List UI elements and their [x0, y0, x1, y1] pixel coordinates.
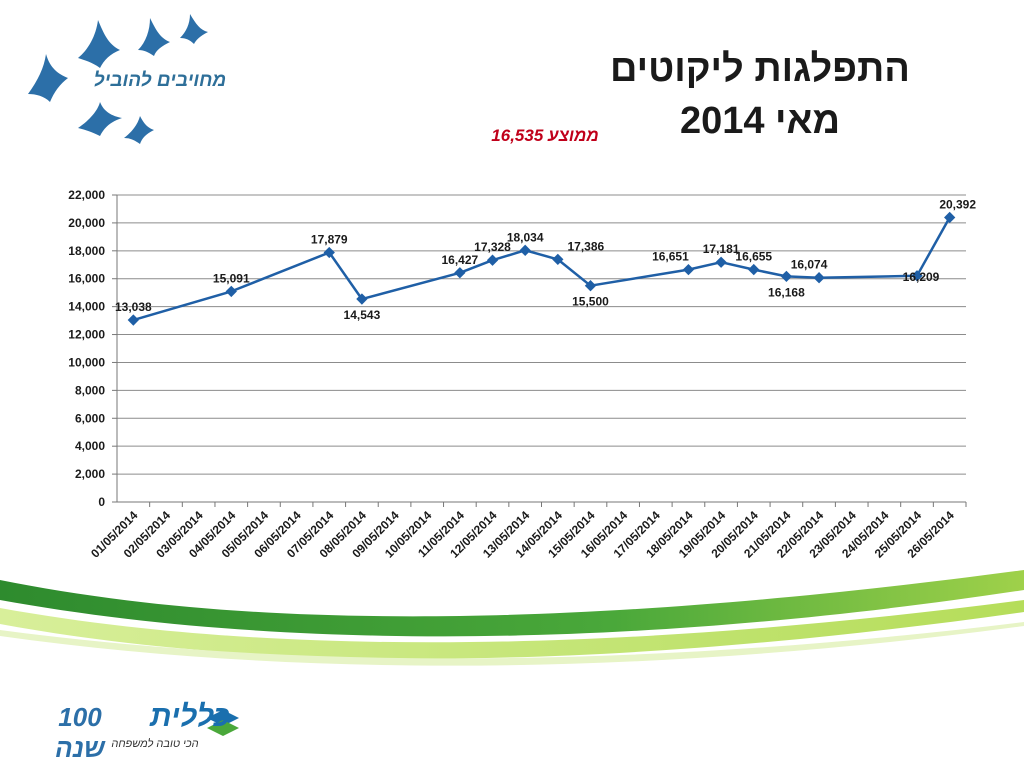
- data-label: 16,074: [791, 258, 828, 272]
- data-point: [715, 256, 727, 268]
- data-point: [682, 263, 695, 276]
- data-label: 17,386: [567, 239, 604, 253]
- y-tick-label: 4,000: [75, 439, 105, 453]
- y-tick-label: 10,000: [68, 355, 105, 369]
- footer-brand: כללית: [150, 700, 230, 733]
- data-point: [748, 263, 760, 276]
- data-point: [944, 211, 956, 224]
- data-point: [813, 272, 825, 284]
- y-tick-label: 16,000: [68, 272, 105, 286]
- grid-layer: [112, 194, 967, 507]
- y-tick-label: 22,000: [68, 188, 105, 202]
- y-tick-label: 14,000: [68, 300, 105, 314]
- data-label: 15,091: [213, 271, 250, 285]
- y-tick-label: 20,000: [68, 216, 105, 230]
- data-point: [486, 254, 499, 266]
- y-tick-label: 12,000: [68, 328, 105, 342]
- bird-icon: [78, 102, 122, 136]
- bird-icon: [28, 54, 68, 102]
- y-tick-label: 6,000: [75, 411, 105, 425]
- logo-slogan: מחויבים להוביל: [93, 70, 227, 91]
- data-point: [127, 314, 139, 326]
- y-tick-label: 2,000: [75, 467, 105, 481]
- clalit-logo-icon: [207, 710, 239, 736]
- data-points: [127, 211, 956, 326]
- data-label: 17,181: [703, 242, 740, 256]
- line-chart: 0 2,000 4,000 6,000 8,000 10,000 12,000 14,000 1…: [68, 188, 976, 561]
- green-swoosh-decoration: [0, 570, 1024, 666]
- bird-icon: [124, 116, 154, 144]
- average-label: ממוצע 16,535: [491, 126, 599, 145]
- bird-icon: [180, 14, 208, 44]
- data-label: 15,500: [572, 295, 609, 309]
- data-label: 16,655: [735, 250, 772, 264]
- data-point: [454, 267, 466, 279]
- data-point: [780, 270, 793, 283]
- data-label: 17,328: [474, 240, 511, 254]
- data-point: [552, 253, 564, 266]
- page-title: התפלגות ליקוטים: [610, 48, 910, 90]
- bird-icon: [78, 20, 120, 68]
- data-label: 14,543: [344, 308, 381, 322]
- data-label: 18,034: [507, 230, 544, 244]
- data-point: [225, 285, 237, 298]
- data-point: [911, 270, 923, 282]
- bird-icon: [138, 18, 170, 56]
- data-point: [584, 280, 597, 292]
- y-axis-ticks: 0 2,000 4,000 6,000 8,000 10,000 12,000 14,000 1…: [68, 188, 105, 509]
- footer-years: 100 שנה: [55, 702, 105, 763]
- data-point: [519, 244, 531, 257]
- data-labels: 13,038 15,091 17,879 14,543 16,42717,32818,0…: [115, 197, 976, 322]
- data-label: 20,392: [939, 197, 976, 211]
- series-polyline: [132, 216, 951, 322]
- data-label: 16,651: [652, 250, 689, 264]
- footer-tagline: הכי טובה למשפחה: [111, 738, 199, 750]
- data-label: 13,038: [115, 300, 152, 314]
- data-label: 16,209: [903, 270, 940, 284]
- data-label: 17,879: [311, 233, 348, 247]
- birds-logo: [28, 14, 208, 144]
- page-subtitle: מאי 2014: [679, 100, 841, 142]
- y-tick-label: 0: [98, 495, 105, 509]
- data-label: 16,168: [768, 285, 805, 299]
- data-label: 16,427: [442, 253, 479, 267]
- y-tick-label: 8,000: [75, 383, 105, 397]
- series-line: [132, 216, 951, 322]
- y-tick-label: 18,000: [68, 244, 105, 258]
- x-axis-ticks: 01/05/201402/05/201403/05/201404/05/2014…: [88, 508, 957, 561]
